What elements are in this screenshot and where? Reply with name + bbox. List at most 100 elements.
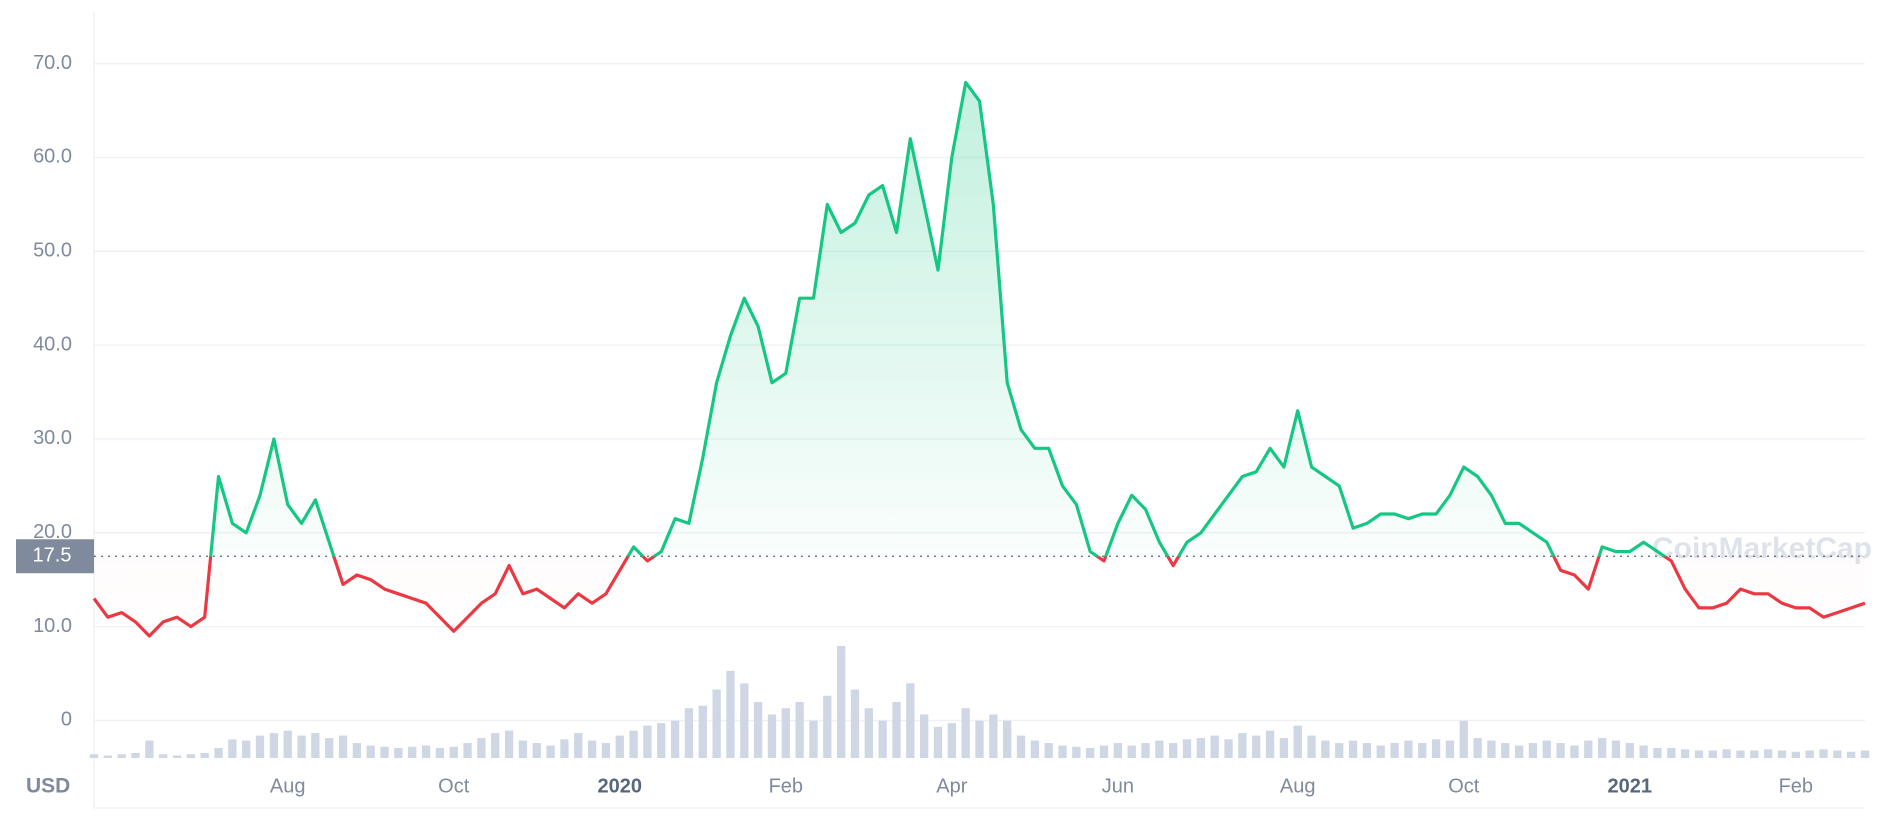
volume-bar xyxy=(1127,745,1136,758)
volume-bar xyxy=(1445,740,1455,758)
volume-bar xyxy=(255,735,265,758)
y-tick-label: 30.0 xyxy=(33,427,72,449)
x-tick-label: Apr xyxy=(936,775,967,797)
volume-bar xyxy=(1252,735,1261,758)
volume-bar xyxy=(491,733,500,758)
volume-bar xyxy=(463,743,472,758)
volume-bar xyxy=(214,748,223,758)
volume-bar xyxy=(1694,750,1704,758)
volume-bar xyxy=(1418,743,1427,758)
volume-bar xyxy=(933,726,943,758)
price-area xyxy=(94,82,1865,636)
volume-bar xyxy=(283,730,292,758)
volume-bar xyxy=(1487,740,1496,758)
volume-bar xyxy=(1086,748,1095,758)
x-tick-label: Feb xyxy=(769,775,803,797)
volume-bar xyxy=(947,723,956,758)
x-tick-label: Feb xyxy=(1779,775,1813,797)
volume-bar xyxy=(1611,740,1621,758)
volume-bar xyxy=(850,689,860,758)
volume-bar xyxy=(532,743,541,758)
volume-bar xyxy=(1307,735,1316,758)
price-line xyxy=(92,80,1866,638)
volume-bar xyxy=(352,743,362,758)
y-tick-label: 50.0 xyxy=(33,240,72,262)
volume-bar xyxy=(1750,750,1759,758)
volume-bar xyxy=(297,735,306,758)
volume-bar xyxy=(172,755,182,758)
volume-bar xyxy=(449,746,458,758)
y-tick-label: 10.0 xyxy=(33,615,72,637)
volume-bar xyxy=(1362,743,1372,758)
volume-bar xyxy=(1680,749,1690,758)
volume-bar xyxy=(159,754,168,758)
volume-bar xyxy=(1058,745,1067,758)
volume-bar xyxy=(753,702,763,758)
volume-bar xyxy=(698,705,707,758)
volume-bar xyxy=(1736,750,1745,758)
volume-bar xyxy=(1016,735,1026,758)
volume-bar xyxy=(242,740,251,758)
volume-bar xyxy=(1155,740,1164,758)
volume-bar xyxy=(338,735,348,758)
volume-bar xyxy=(809,720,818,758)
volume-bar xyxy=(1833,750,1842,758)
volume-bar xyxy=(795,702,804,758)
volume-bar xyxy=(1819,749,1828,758)
volume-bar xyxy=(1003,720,1012,758)
volume-bar xyxy=(892,702,901,758)
volume-bar xyxy=(1182,739,1192,758)
volume-bar xyxy=(878,720,887,758)
volume-bar xyxy=(1030,740,1039,758)
volume-bar xyxy=(1141,743,1150,758)
volume-bar xyxy=(670,720,680,758)
volume-bar xyxy=(200,753,209,758)
volume-bar xyxy=(1404,740,1413,758)
volume-bar xyxy=(740,683,749,758)
volume-bar xyxy=(657,723,666,758)
volume-bar xyxy=(1791,751,1800,758)
volume-bar xyxy=(1293,725,1302,758)
volume-bar xyxy=(1777,750,1787,758)
x-tick-label: Aug xyxy=(270,775,306,797)
volume-bar xyxy=(615,735,624,758)
volume-bar xyxy=(1639,745,1648,758)
volume-bar xyxy=(823,695,832,758)
volume-bar xyxy=(643,725,652,758)
volume-bar xyxy=(394,748,403,758)
volume-bar xyxy=(103,755,112,758)
volume-bar xyxy=(684,708,694,758)
volume-bar xyxy=(836,646,846,758)
x-tick-label: 2020 xyxy=(598,775,643,797)
volume-bar xyxy=(864,708,873,758)
volume-bar xyxy=(1376,745,1385,758)
volume-bar xyxy=(712,689,721,758)
volume-bar xyxy=(1196,738,1206,758)
volume-bar xyxy=(1265,730,1275,758)
volume-bar xyxy=(366,745,375,758)
volume-bar xyxy=(920,714,929,758)
volume-bar xyxy=(1860,750,1870,758)
baseline-label-box xyxy=(16,539,94,574)
volume-bar xyxy=(1279,738,1289,758)
volume-bar xyxy=(1169,743,1178,758)
x-tick-label: Oct xyxy=(438,775,470,797)
volume-bar xyxy=(117,754,126,758)
volume-bar xyxy=(975,720,984,758)
volume-bar xyxy=(1501,743,1510,758)
volume-bar xyxy=(601,743,611,758)
volume-bar xyxy=(1431,739,1441,758)
volume-bar xyxy=(131,753,140,758)
x-tick-label: Jun xyxy=(1102,775,1134,797)
volume-bar xyxy=(1763,749,1773,758)
volume-bar xyxy=(1653,748,1662,758)
volume-bar xyxy=(961,708,970,758)
y-tick-label: 60.0 xyxy=(33,146,72,168)
y-tick-label: 0 xyxy=(61,709,72,731)
volume-bar xyxy=(989,714,998,758)
currency-label: USD xyxy=(26,775,70,798)
volume-bar xyxy=(1348,740,1358,758)
volume-bar xyxy=(560,739,569,758)
volume-bar xyxy=(421,745,431,758)
